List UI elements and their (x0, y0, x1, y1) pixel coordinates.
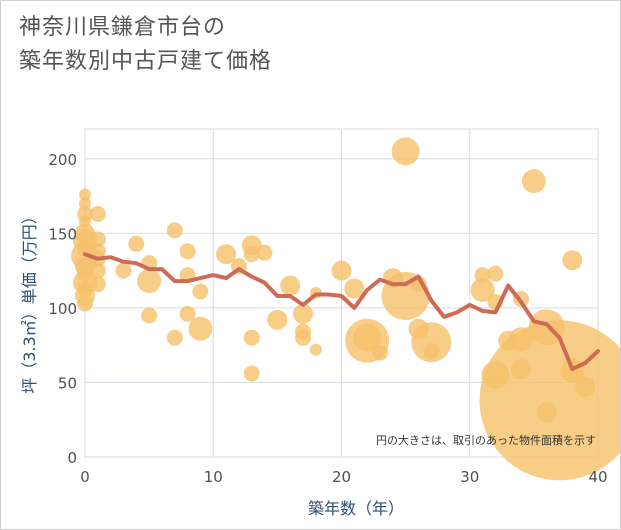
bubble-point (89, 276, 106, 293)
bubble-point (481, 361, 510, 389)
bubble-point (115, 262, 132, 279)
bubble-point (470, 278, 495, 303)
bubble-point (474, 267, 491, 284)
y-tick-label: 150 (48, 225, 77, 243)
bubble-point (391, 137, 420, 166)
bubble-point (280, 275, 301, 296)
x-tick-label: 40 (588, 468, 607, 486)
bubble-point (216, 244, 237, 265)
bubble-point (423, 343, 440, 360)
bubble-point (77, 240, 93, 257)
bubble-point (192, 283, 209, 300)
bubble-point (79, 215, 91, 228)
bubble-point (575, 376, 596, 397)
bubble-point (128, 235, 145, 252)
bubble-point (408, 318, 429, 339)
y-axis-label: 坪（3.3㎡）単価（万円） (20, 208, 39, 393)
bubble-point (79, 197, 91, 210)
bubble-point (166, 329, 183, 346)
bubble-point (89, 231, 106, 248)
bubble-point (309, 343, 322, 356)
bubble-point (179, 243, 196, 260)
average-line (83, 252, 600, 371)
x-tick-label: 20 (332, 468, 351, 486)
x-tick-label: 0 (80, 468, 90, 486)
bubble-point (267, 309, 288, 330)
bubble-point (89, 205, 106, 222)
line-layer (83, 252, 600, 371)
bubble-point (295, 329, 312, 346)
bubble-point (511, 359, 532, 380)
size-note: 円の大きさは、取引のあった物件面積を示す (376, 433, 596, 447)
y-tick-label: 0 (67, 449, 77, 467)
x-tick-label: 30 (460, 468, 479, 486)
bubble-point (79, 188, 91, 201)
bubble-point (77, 295, 93, 312)
y-tick-label: 200 (48, 151, 77, 169)
bubble-point (353, 323, 382, 352)
bubble-point (243, 329, 260, 346)
bubble-point (331, 260, 352, 281)
bubble-point (141, 307, 158, 324)
bubble-point (293, 303, 314, 324)
bubble-point (89, 262, 106, 279)
bubble-point (243, 365, 260, 382)
bubble-point (77, 280, 93, 297)
bubble-point (243, 246, 260, 263)
y-tick-label: 100 (48, 300, 77, 318)
chart-title: 神奈川県鎌倉市台の 築年数別中古戸建て価格 (19, 15, 273, 74)
bubble-point (188, 316, 213, 341)
bubble-point (536, 402, 557, 423)
bubble-layer (71, 137, 620, 481)
bubble-point (562, 250, 583, 271)
x-tick-label: 10 (204, 468, 223, 486)
bubble-point (498, 330, 519, 351)
bubble-point (371, 344, 388, 361)
tick-layer: 0 50 100 150 200 0 10 20 30 40 (48, 151, 607, 486)
bubble-point (521, 169, 546, 194)
bubble-point (77, 265, 93, 282)
bubble-point (179, 305, 196, 322)
bubble-point (137, 269, 162, 294)
bubble-point (479, 320, 620, 481)
y-tick-label: 50 (58, 374, 77, 392)
bubble-point (487, 265, 504, 282)
x-axis-label: 築年数（年） (308, 499, 404, 518)
bubble-point (344, 278, 365, 299)
bubble-point (256, 244, 273, 261)
bubble-point (166, 222, 183, 239)
